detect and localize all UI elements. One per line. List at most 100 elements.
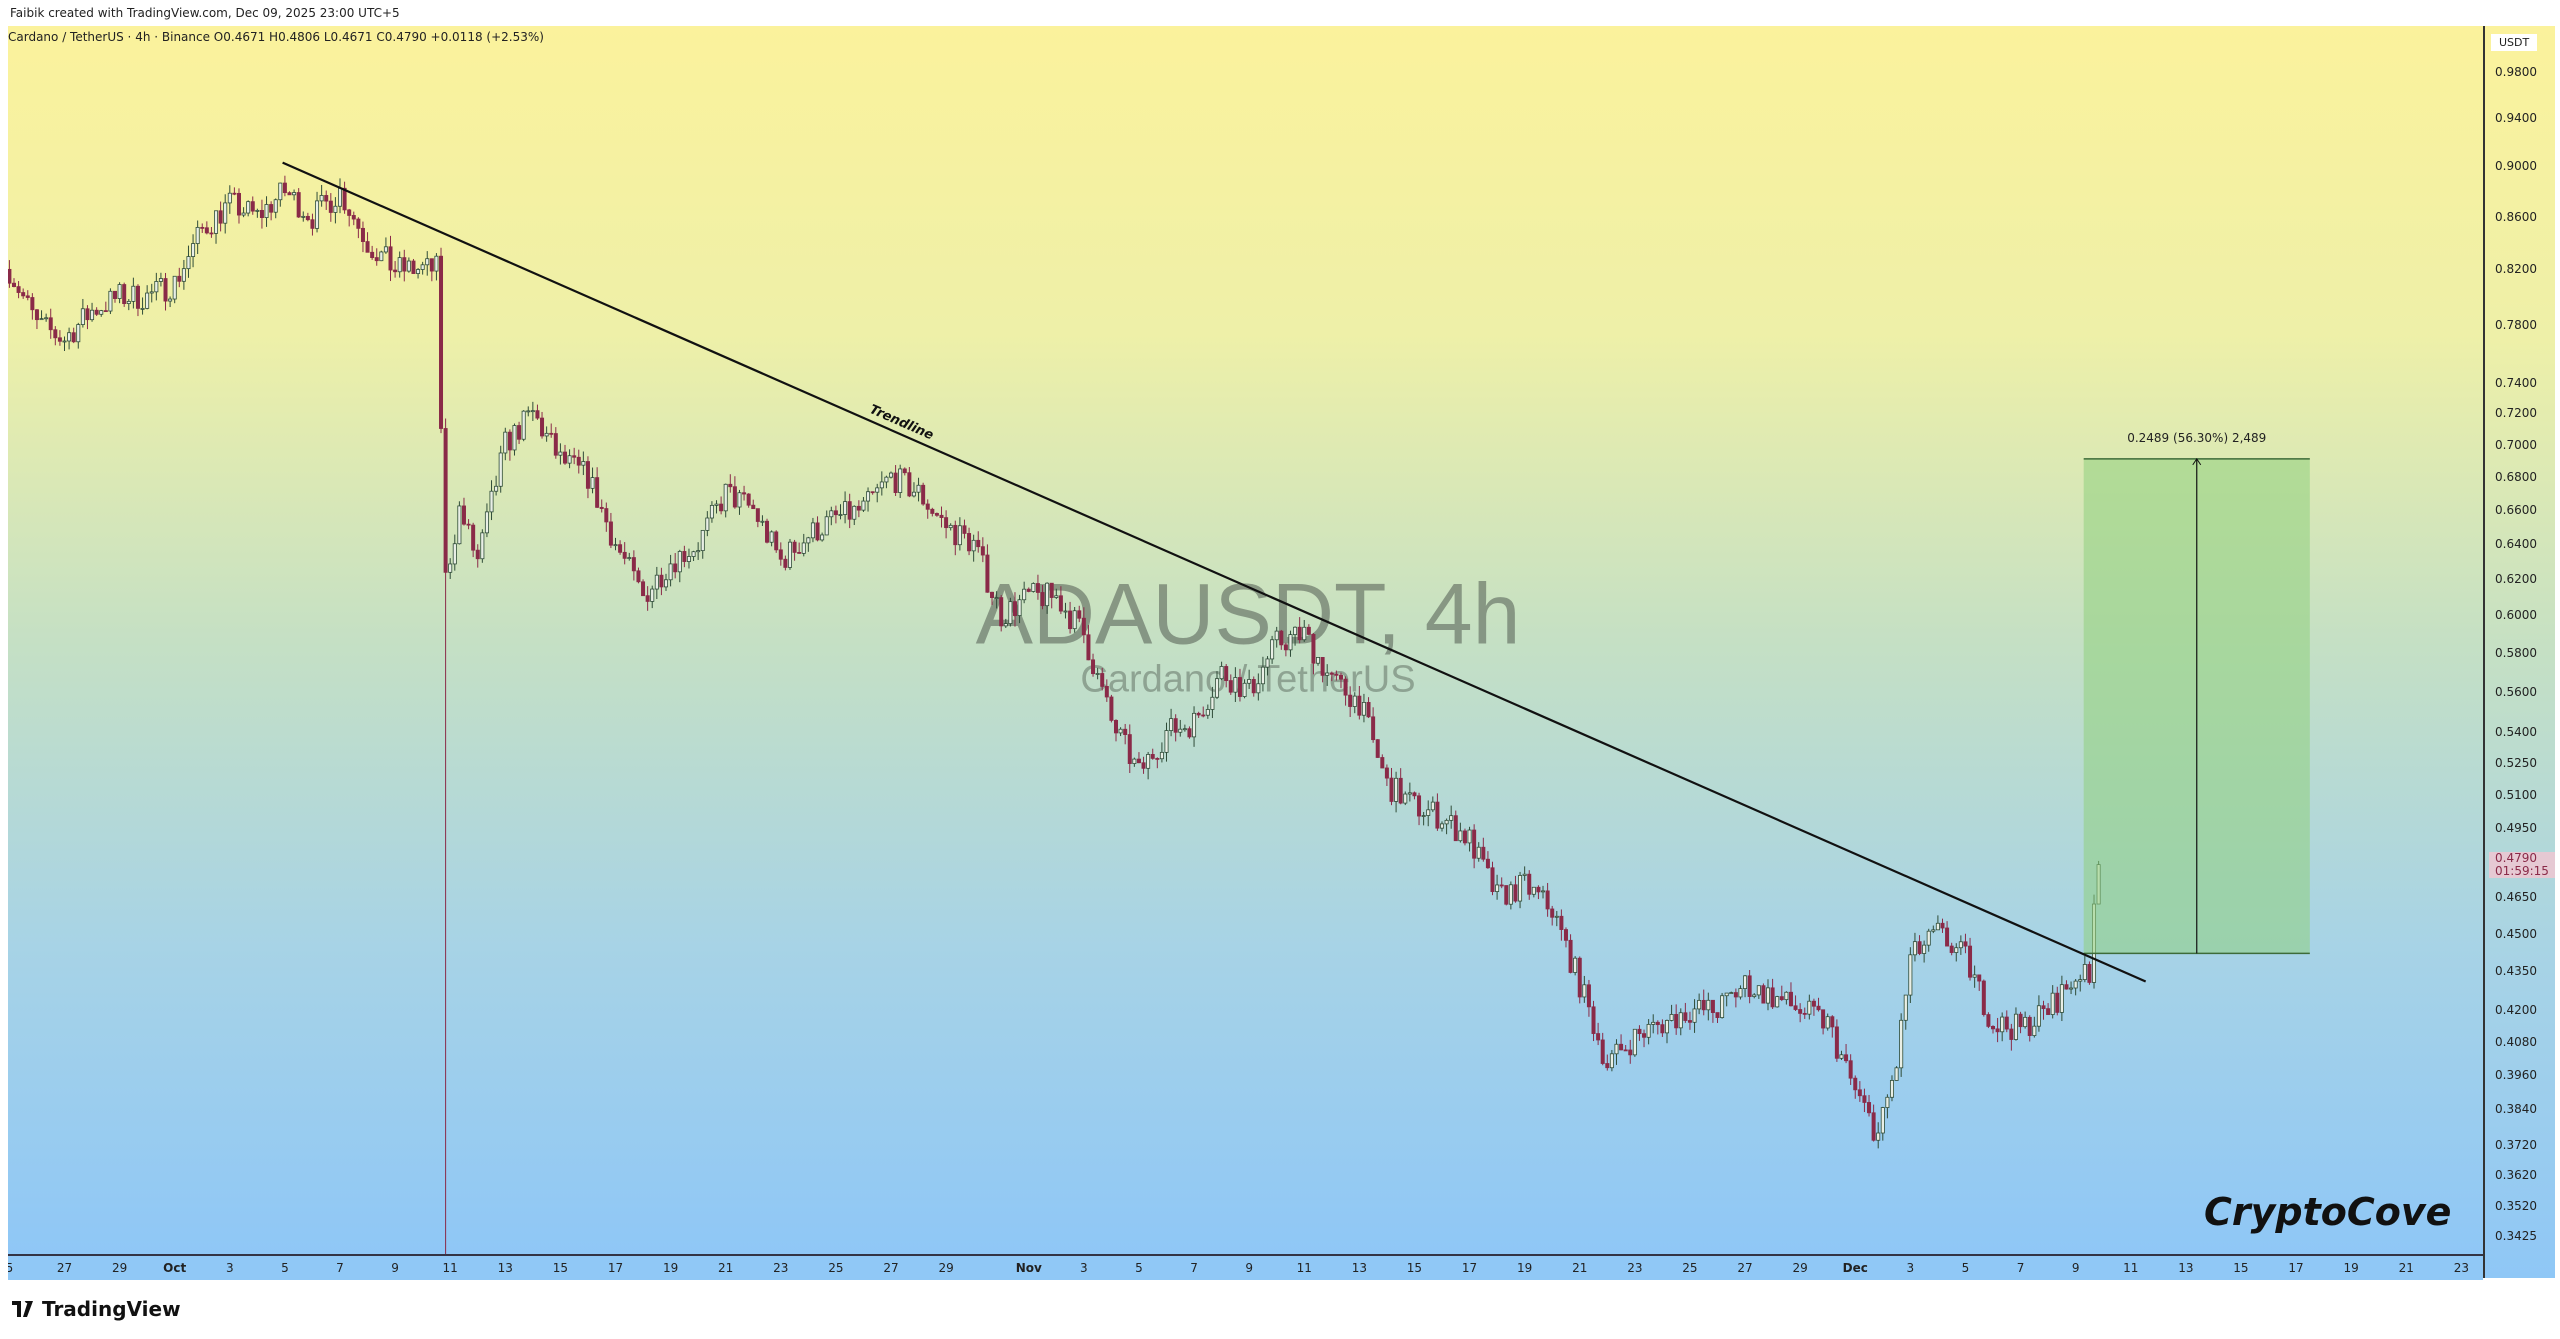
candle-up <box>705 517 710 531</box>
candle-down <box>1462 830 1467 844</box>
candle-down <box>907 472 912 497</box>
candle-up <box>1449 815 1454 821</box>
candle-up <box>2073 980 2078 989</box>
price-tick: 0.6200 <box>2495 571 2537 586</box>
candle-down <box>1986 1014 1991 1027</box>
candle-up <box>1706 999 1711 1011</box>
candle-down <box>34 309 39 321</box>
candle-down <box>1012 601 1017 616</box>
price-axis[interactable]: USDT 0.9800 0.9400 0.9000 0.8600 0.8200 0.780… <box>2483 26 2555 1278</box>
candle-down <box>2064 984 2069 990</box>
candle-up <box>2069 987 2074 990</box>
candle-down <box>1123 728 1128 735</box>
candle-down <box>250 201 255 212</box>
candle-down <box>815 522 820 541</box>
candle-down <box>1499 884 1504 887</box>
candle-down <box>204 227 209 234</box>
time-axis[interactable]: 5 27 29 Oct 3 5 7 9 11 13 15 17 19 21 23 25 27 29 Nov 3 5 7 9 1… <box>8 1254 2483 1280</box>
tradingview-logo-icon <box>12 1301 33 1317</box>
candle-down <box>1141 762 1146 769</box>
candle-down <box>1306 626 1311 635</box>
candle-down <box>85 308 90 321</box>
candle-up <box>1508 884 1513 905</box>
candle-up <box>168 298 173 302</box>
candle-up <box>90 309 95 321</box>
candle-up <box>1169 718 1174 731</box>
candle-up <box>664 579 669 588</box>
currency-label[interactable]: USDT <box>2491 34 2538 51</box>
candle-up <box>911 491 916 497</box>
candle-up <box>420 264 425 270</box>
candle-down <box>2027 1016 2032 1036</box>
time-tick: 25 <box>828 1261 844 1275</box>
snapshot-header: Faibik created with TradingView.com, Dec… <box>10 6 400 20</box>
last-price-label: 0.4790 01:59:15 <box>2489 851 2555 878</box>
candle-down <box>1453 815 1458 842</box>
candle-down <box>1545 890 1550 910</box>
candle-down <box>1788 991 1793 1007</box>
candle-down <box>1086 634 1091 661</box>
chart-pane[interactable] <box>8 26 2483 1254</box>
candle-up <box>195 226 200 244</box>
candle-up <box>613 544 618 547</box>
candle-down <box>2004 1016 2009 1030</box>
candle-down <box>1977 974 1982 982</box>
candle-down <box>1563 929 1568 941</box>
candle-down <box>622 551 627 559</box>
candle-up <box>957 525 962 546</box>
candle-down <box>599 506 604 509</box>
candle-up <box>769 531 774 543</box>
candle-up <box>806 537 811 544</box>
candle-down <box>1683 1012 1688 1021</box>
candle-down <box>1577 957 1582 998</box>
price-tick: 0.7400 <box>2495 376 2537 391</box>
candle-up <box>76 324 81 343</box>
candle-down <box>774 531 779 551</box>
candle-up <box>1017 599 1022 616</box>
candle-up <box>1242 682 1247 697</box>
candle-up <box>498 452 503 487</box>
candle-down <box>1968 945 1973 978</box>
candle-down <box>1857 1089 1862 1097</box>
measure-arrowhead-icon <box>2192 457 2202 466</box>
candle-down <box>310 219 315 229</box>
candle-down <box>16 286 21 293</box>
candle-up <box>838 514 843 516</box>
candle-up <box>801 542 806 554</box>
candle-up <box>2013 1013 2018 1040</box>
time-tick: 5 <box>1961 1261 1970 1275</box>
price-tick: 0.4080 <box>2495 1035 2537 1050</box>
candle-up <box>333 205 338 213</box>
candle-down <box>1536 886 1541 893</box>
candle-up <box>383 246 388 253</box>
price-tick: 0.7800 <box>2495 317 2537 332</box>
candle-down <box>1802 1012 1807 1015</box>
candle-up <box>1775 996 1780 1008</box>
candle-up <box>1072 610 1077 630</box>
candle-down <box>1995 1028 2000 1033</box>
candle-down <box>296 192 301 218</box>
time-tick: 3 <box>1906 1261 1915 1275</box>
candles-group: Trendline <box>8 161 2310 1254</box>
price-tick: 0.5800 <box>2495 645 2537 660</box>
candle-down <box>1279 630 1284 646</box>
candle-up <box>1958 941 1963 949</box>
candle-up <box>1274 630 1279 641</box>
candle-up <box>1738 988 1743 998</box>
candle-down <box>1710 999 1715 1013</box>
candle-down <box>1779 996 1784 1001</box>
tradingview-logo[interactable]: TradingView <box>12 1297 181 1321</box>
candle-down <box>847 501 852 520</box>
candle-up <box>434 255 439 272</box>
candle-down <box>1398 777 1403 804</box>
candle-up <box>1095 673 1100 675</box>
candle-up <box>131 285 136 302</box>
candle-down <box>1596 1033 1601 1041</box>
candle-up <box>1394 777 1399 802</box>
candle-up <box>1421 815 1426 817</box>
time-tick: 9 <box>391 1261 399 1275</box>
candle-up <box>99 310 104 315</box>
candle-up <box>149 291 154 294</box>
time-tick: 17 <box>1461 1261 1478 1275</box>
candle-down <box>1343 678 1348 696</box>
